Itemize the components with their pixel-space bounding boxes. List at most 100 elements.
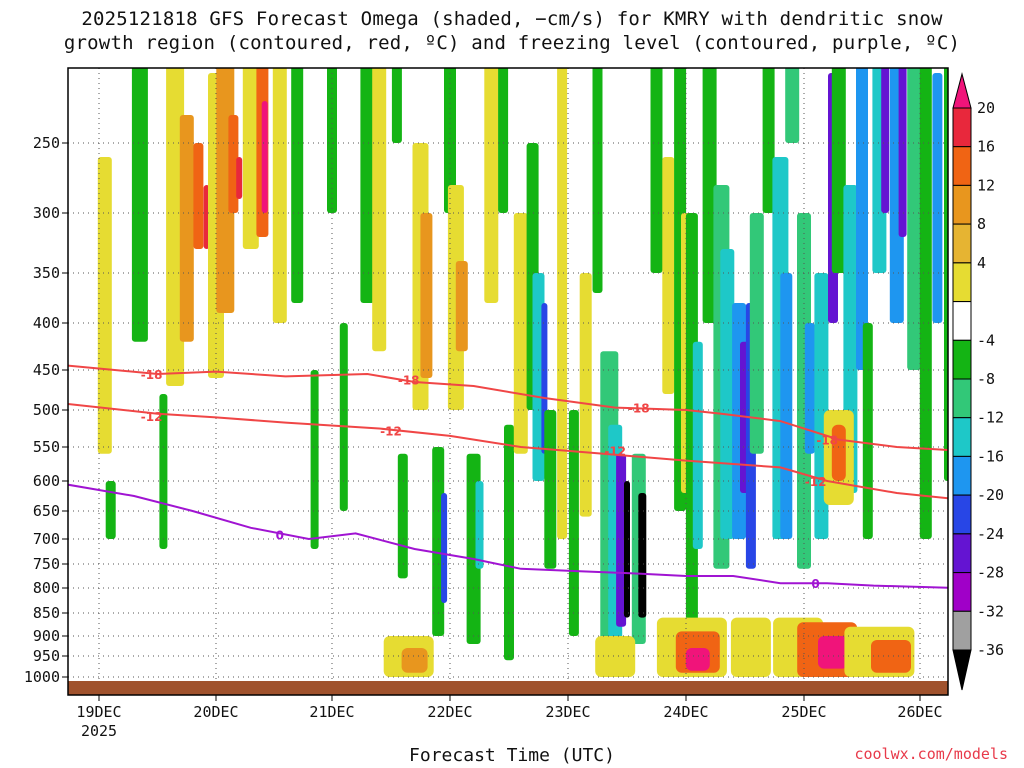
colorbar-cell [952, 339, 972, 380]
y-tick-label: 350 [33, 264, 60, 282]
isotherm-minus18-label: -18 [628, 402, 650, 416]
omega-shading-cell [797, 213, 811, 569]
y-tick-label: 600 [33, 472, 60, 490]
omega-shading-cell [179, 115, 194, 342]
omega-shading-cell [397, 453, 408, 579]
omega-shading-cell [785, 68, 800, 143]
omega-shading-cell [932, 73, 943, 323]
colorbar-cell [952, 572, 972, 612]
isotherm-minus12-contour [68, 403, 948, 500]
omega-shading-cell [327, 68, 337, 213]
freezing-level-label: 0 [276, 529, 284, 543]
colorbar-cell [952, 184, 972, 225]
colorbar-cell [952, 455, 972, 496]
omega-shading-cell [662, 157, 675, 394]
omega-shading-cell [339, 323, 348, 511]
omega-shading-cell [166, 68, 185, 386]
colorbar-tick-label: 20 [977, 99, 995, 117]
isotherm-minus18-label: -18 [398, 374, 420, 388]
omega-shading-cell [420, 213, 433, 378]
omega-shading-cell [105, 481, 116, 539]
omega-shading-cell [944, 68, 948, 481]
omega-shading-cell [907, 68, 922, 370]
colorbar-tick-label: -12 [977, 409, 1004, 427]
omega-shading-cell [291, 68, 304, 303]
isotherm-minus12-label: -12 [604, 444, 626, 458]
omega-shading-cell [592, 68, 603, 293]
omega-shading-cell [544, 410, 557, 569]
colorbar-cell [952, 417, 972, 457]
colorbar-tick-label: 16 [977, 138, 995, 156]
colorbar-cell [952, 378, 972, 419]
omega-shading-cell [638, 493, 647, 618]
omega-shading-cell [856, 68, 868, 370]
omega-shading-cell [455, 261, 468, 352]
omega-shading-cell [898, 68, 907, 237]
y-tick-label: 900 [33, 627, 60, 645]
colorbar-tick-label: -8 [977, 370, 995, 388]
omega-shading-cell [159, 394, 168, 549]
omega-shading-cell [568, 410, 579, 636]
omega-shading-cell [193, 143, 204, 249]
x-tick-label: 22DEC [427, 703, 472, 721]
colorbar-cell [952, 262, 972, 303]
chart-subtitle: growth region (contoured, red, ºC) and f… [63, 32, 961, 54]
y-tick-label: 250 [33, 134, 60, 152]
y-tick-label: 700 [33, 530, 60, 548]
omega-shading-cell [310, 370, 319, 549]
x-tick-label: 21DEC [309, 703, 354, 721]
ground-strip [68, 681, 948, 695]
omega-shading-blob [595, 636, 636, 677]
plot-border [67, 67, 949, 696]
omega-shading-blob [730, 617, 771, 677]
omega-shading-cell [484, 68, 499, 303]
omega-shading-cell [692, 341, 703, 549]
omega-shading-cell [444, 68, 456, 213]
y-tick-label: 400 [33, 314, 60, 332]
x-tick-label: 23DEC [545, 703, 590, 721]
y-tick-label: 650 [33, 502, 60, 520]
omega-shading-blob [401, 648, 428, 673]
omega-shading-blob [818, 636, 848, 669]
y-tick-label: 750 [33, 555, 60, 573]
x-tick-label: 25DEC [781, 703, 826, 721]
colorbar-tick-label: -20 [977, 486, 1004, 504]
colorbar-cell [952, 107, 972, 148]
plot-area: -18 -18 -18 -18 -12 -12 -12 -12 0 0 [68, 68, 948, 695]
omega-shading-cell [919, 68, 932, 539]
credit-link[interactable]: coolwx.com/models [854, 745, 1008, 763]
omega-shading-cell [131, 68, 148, 342]
colorbar-tick-label: 12 [977, 176, 995, 194]
isotherm-minus12-label: -12 [805, 475, 827, 489]
freezing-level-label: 0 [811, 577, 819, 591]
x-year-label: 2025 [81, 722, 117, 740]
x-axis-label: Forecast Time (UTC) [409, 745, 615, 766]
omega-shading-cell [475, 481, 484, 569]
colorbar-tick-label: 4 [977, 254, 986, 272]
omega-shading-cell [372, 68, 387, 352]
omega-shading-cell [272, 68, 287, 323]
omega-shading-cell [228, 115, 239, 213]
colorbar-bottom-triangle [952, 649, 972, 691]
x-tick-label: 26DEC [897, 703, 942, 721]
omega-shading-cell [650, 68, 663, 273]
colorbar-tick-label: -4 [977, 331, 995, 349]
x-tick-label: 20DEC [193, 703, 238, 721]
y-tick-label: 950 [33, 647, 60, 665]
y-tick-label: 800 [33, 579, 60, 597]
colorbar-cell [952, 146, 972, 186]
omega-shading-cell [261, 101, 268, 213]
isotherm-minus18-label: -18 [141, 368, 163, 382]
colorbar-tick-label: -32 [977, 602, 1004, 620]
colorbar-cell [952, 533, 972, 574]
colorbar-tick-label: -28 [977, 564, 1004, 582]
omega-shading-cell [862, 323, 873, 539]
omega-shading-cell [557, 68, 568, 539]
omega-shading-cell [391, 68, 402, 143]
y-tick-label: 450 [33, 361, 60, 379]
x-tick-label: 24DEC [663, 703, 708, 721]
omega-shading-cell [624, 481, 630, 618]
omega-shading-cell [97, 157, 112, 454]
omega-shading-blob [685, 648, 710, 671]
omega-shading-cell [504, 424, 514, 661]
